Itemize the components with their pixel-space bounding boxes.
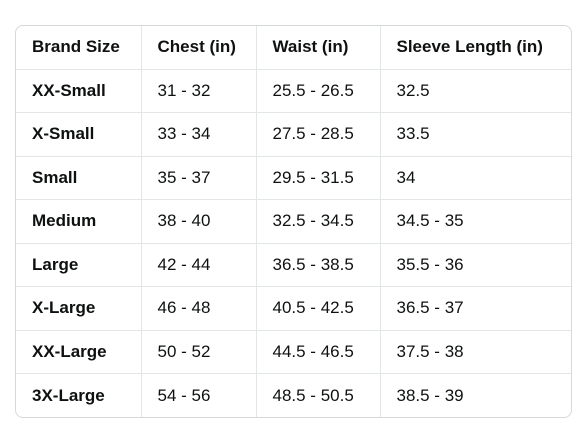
waist-cell: 36.5 - 38.5 bbox=[256, 243, 381, 287]
header-waist: Waist (in) bbox=[256, 26, 381, 70]
waist-cell: 25.5 - 26.5 bbox=[256, 69, 381, 113]
table-row: Small 35 - 37 29.5 - 31.5 34 bbox=[16, 156, 571, 200]
table-row: XX-Large 50 - 52 44.5 - 46.5 37.5 - 38 bbox=[16, 330, 571, 374]
sleeve-cell: 33.5 bbox=[380, 112, 571, 157]
header-chest: Chest (in) bbox=[141, 26, 257, 70]
sleeve-cell: 32.5 bbox=[380, 69, 571, 113]
chest-cell: 54 - 56 bbox=[141, 373, 257, 417]
waist-cell: 44.5 - 46.5 bbox=[256, 330, 381, 374]
size-cell: Small bbox=[16, 156, 142, 200]
chest-cell: 33 - 34 bbox=[141, 112, 257, 157]
chest-cell: 38 - 40 bbox=[141, 199, 257, 244]
sleeve-cell: 35.5 - 36 bbox=[380, 243, 571, 287]
waist-cell: 32.5 - 34.5 bbox=[256, 199, 381, 244]
header-row: Brand Size Chest (in) Waist (in) Sleeve … bbox=[16, 26, 571, 70]
size-chart-table: Brand Size Chest (in) Waist (in) Sleeve … bbox=[16, 26, 571, 417]
table-row: 3X-Large 54 - 56 48.5 - 50.5 38.5 - 39 bbox=[16, 373, 571, 417]
size-cell: XX-Large bbox=[16, 330, 142, 374]
chest-cell: 46 - 48 bbox=[141, 286, 257, 331]
size-chart-card: Brand Size Chest (in) Waist (in) Sleeve … bbox=[15, 25, 572, 418]
table-row: Large 42 - 44 36.5 - 38.5 35.5 - 36 bbox=[16, 243, 571, 287]
header-sleeve-length: Sleeve Length (in) bbox=[380, 26, 571, 70]
chest-cell: 35 - 37 bbox=[141, 156, 257, 200]
waist-cell: 48.5 - 50.5 bbox=[256, 373, 381, 417]
size-cell: 3X-Large bbox=[16, 373, 142, 417]
size-cell: XX-Small bbox=[16, 69, 142, 113]
table-row: XX-Small 31 - 32 25.5 - 26.5 32.5 bbox=[16, 69, 571, 113]
chest-cell: 31 - 32 bbox=[141, 69, 257, 113]
table-row: Medium 38 - 40 32.5 - 34.5 34.5 - 35 bbox=[16, 199, 571, 244]
size-cell: Large bbox=[16, 243, 142, 287]
header-brand-size: Brand Size bbox=[16, 26, 142, 70]
size-cell: X-Small bbox=[16, 112, 142, 157]
table-row: X-Large 46 - 48 40.5 - 42.5 36.5 - 37 bbox=[16, 286, 571, 331]
size-cell: X-Large bbox=[16, 286, 142, 331]
sleeve-cell: 34 bbox=[380, 156, 571, 200]
sleeve-cell: 36.5 - 37 bbox=[380, 286, 571, 331]
size-cell: Medium bbox=[16, 199, 142, 244]
sleeve-cell: 34.5 - 35 bbox=[380, 199, 571, 244]
waist-cell: 27.5 - 28.5 bbox=[256, 112, 381, 157]
waist-cell: 29.5 - 31.5 bbox=[256, 156, 381, 200]
sleeve-cell: 38.5 - 39 bbox=[396, 385, 464, 405]
chest-cell: 42 - 44 bbox=[141, 243, 257, 287]
table-row: X-Small 33 - 34 27.5 - 28.5 33.5 bbox=[16, 112, 571, 157]
waist-cell: 40.5 - 42.5 bbox=[256, 286, 381, 331]
sleeve-cell: 37.5 - 38 bbox=[380, 330, 571, 374]
chest-cell: 50 - 52 bbox=[141, 330, 257, 374]
